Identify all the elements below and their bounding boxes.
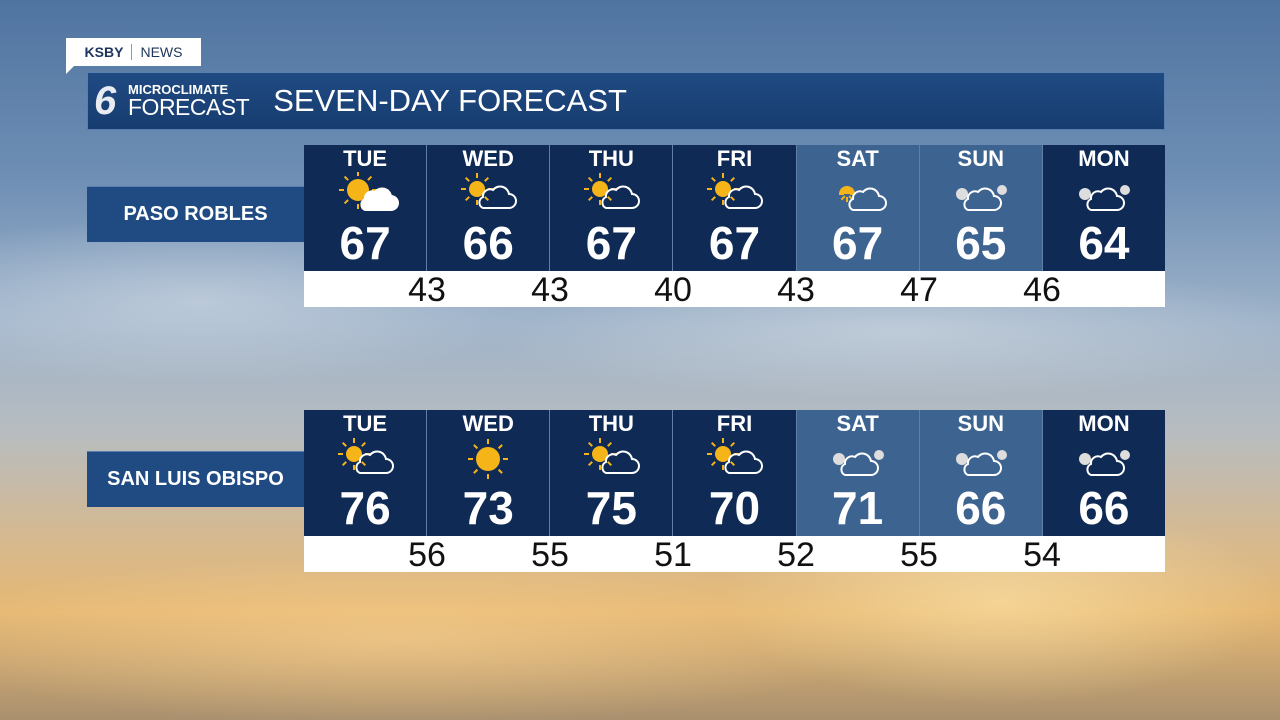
high-temp: 75 — [585, 482, 637, 534]
day-name: TUE — [343, 411, 388, 436]
day-name: MON — [1078, 146, 1130, 171]
high-temp: 67 — [339, 217, 391, 269]
day-cell: WED 66 — [427, 145, 551, 271]
mostly-sunny-icon — [338, 438, 395, 474]
high-temp: 66 — [955, 482, 1007, 534]
day-cell: FRI 70 — [673, 410, 797, 536]
day-name: FRI — [716, 411, 753, 436]
high-temp: 73 — [462, 482, 514, 534]
partly-cloudy-icon — [838, 186, 887, 211]
page-title: SEVEN-DAY FORECAST — [273, 83, 627, 118]
low-temp: 43 — [531, 271, 569, 309]
day-name: SAT — [836, 411, 879, 436]
low-temp: 40 — [654, 271, 692, 309]
logo-top: MICROCLIMATE — [128, 82, 229, 97]
high-temp: 65 — [955, 217, 1007, 269]
day-cell: SUN 66 — [919, 410, 1043, 536]
day-name: SAT — [836, 146, 879, 171]
high-temp: 76 — [339, 482, 391, 534]
logo-mark: 6 — [94, 78, 117, 123]
mostly-sunny-icon — [707, 438, 764, 474]
cloudy-icon — [1078, 185, 1130, 211]
day-cell: TUE 67 — [304, 145, 428, 271]
high-temp: 67 — [708, 217, 761, 269]
station-name: KSBY — [84, 44, 124, 60]
mostly-sunny-icon — [584, 173, 641, 209]
sun-filled-cloud-icon — [339, 172, 400, 211]
low-temp: 55 — [900, 536, 938, 574]
day-cell: WED 73 — [427, 410, 551, 536]
high-temp: 66 — [462, 217, 514, 269]
low-temp: 43 — [777, 271, 815, 309]
day-name: TUE — [343, 146, 388, 171]
day-name: THU — [588, 411, 634, 436]
low-temp: 55 — [531, 536, 569, 574]
day-cell: THU 75 — [550, 410, 674, 536]
low-temp: 43 — [408, 271, 446, 309]
high-temp: 64 — [1078, 217, 1130, 269]
day-cell: THU 67 — [550, 145, 674, 271]
mostly-sunny-icon — [584, 438, 641, 474]
logo-bottom: FORECAST — [128, 94, 250, 120]
low-temps-bar: 56 55 51 52 55 54 — [304, 536, 1165, 574]
ksby-news-badge: KSBY NEWS — [66, 38, 201, 74]
day-name: FRI — [716, 146, 753, 171]
sunny-icon — [468, 439, 509, 479]
high-temp: 67 — [585, 217, 637, 269]
high-temp: 70 — [708, 482, 761, 534]
day-cell: SAT 71 — [796, 410, 920, 536]
low-temp: 47 — [900, 271, 938, 309]
day-cell: SUN 65 — [919, 145, 1043, 271]
cloudy-icon — [955, 185, 1007, 211]
day-cell: MON 64 — [1042, 145, 1165, 271]
day-cell: MON 66 — [1042, 410, 1165, 536]
low-temp: 52 — [777, 536, 815, 574]
cloudy-icon — [955, 450, 1007, 476]
mostly-sunny-icon — [461, 173, 518, 209]
cloudy-icon — [832, 450, 884, 476]
cloudy-icon — [1078, 450, 1130, 476]
day-name: WED — [462, 146, 514, 171]
high-temp: 66 — [1078, 482, 1130, 534]
forecast-row: TUE 67 WED 66 THU 67 FRI 67 SAT 67 SUN 65 MON 64 — [304, 145, 1165, 271]
location-label: SAN LUIS OBISPO — [87, 451, 304, 507]
section-name: NEWS — [140, 44, 183, 60]
day-name: WED — [462, 411, 514, 436]
location-label: PASO ROBLES — [87, 186, 304, 242]
high-temp: 71 — [832, 482, 884, 534]
day-cell: SAT 67 — [796, 145, 920, 271]
forecast-header: 6 MICROCLIMATE FORECAST SEVEN-DAY FORECAST — [87, 72, 1165, 130]
high-temp: 67 — [832, 217, 884, 269]
day-name: SUN — [957, 146, 1004, 171]
day-name: MON — [1078, 411, 1130, 436]
forecast-row: TUE 76 WED 73 THU 75 FRI 70 SAT 71 SUN 66 MON 66 — [304, 410, 1165, 536]
low-temp: 54 — [1023, 536, 1061, 574]
day-cell: TUE 76 — [304, 410, 428, 536]
microclimate-logo: 6 MICROCLIMATE FORECAST — [94, 78, 250, 124]
low-temp: 56 — [408, 536, 446, 574]
day-name: THU — [588, 146, 634, 171]
day-name: SUN — [957, 411, 1004, 436]
low-temps-bar: 43 43 40 43 47 46 — [304, 271, 1165, 309]
day-cell: FRI 67 — [673, 145, 797, 271]
mostly-sunny-icon — [707, 173, 764, 209]
low-temp: 46 — [1023, 271, 1061, 309]
low-temp: 51 — [654, 536, 692, 574]
